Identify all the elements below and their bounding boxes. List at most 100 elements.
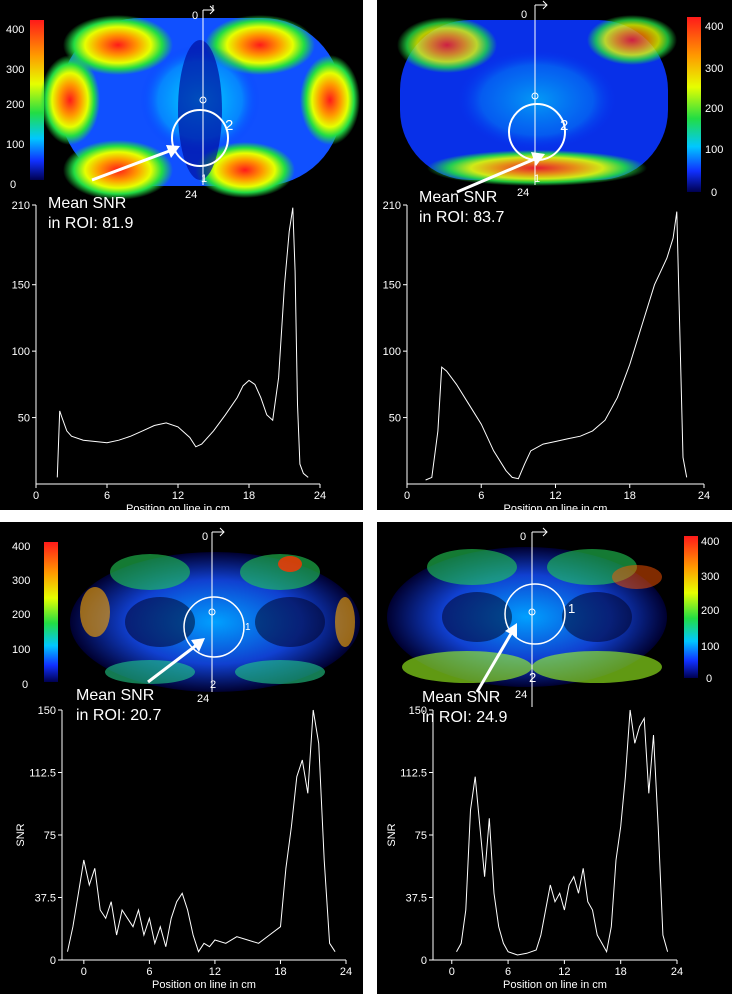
colorbar: [684, 536, 698, 678]
panel-top-left: 400 300 200 100 0 0 1 2 24 Mean SNR in R…: [0, 0, 363, 510]
x-tick-label: 24: [340, 966, 352, 978]
profile-start-label: 0: [520, 531, 526, 543]
x-tick-label: 6: [505, 966, 511, 978]
x-tick-label: 0: [33, 490, 39, 502]
profile-plot: 0 6 12 18 24 0 37.5 75 112.5 150 Position on line …: [15, 705, 352, 991]
annotation-line-1: Mean SNR: [422, 689, 500, 706]
arrow-head-icon: [191, 638, 205, 652]
y-tick-label: 150: [38, 705, 56, 717]
arrow-icon: [203, 5, 215, 15]
x-tick-label: 6: [146, 966, 152, 978]
colorbar-tick: 400: [701, 536, 719, 548]
x-tick-label: 24: [698, 490, 710, 502]
roi-marker-label: 2: [529, 670, 536, 685]
colorbar-tick: 400: [705, 21, 723, 33]
y-tick-label: 112.5: [400, 768, 427, 780]
x-tick-label: 0: [449, 966, 455, 978]
snr-profile-line: [56, 207, 309, 478]
y-tick-label: 100: [12, 346, 30, 358]
colorbar-tick: 0: [711, 187, 717, 199]
colorbar-tick: 100: [12, 644, 30, 656]
roi-circle: [183, 596, 245, 658]
y-tick-label: 150: [383, 280, 401, 292]
snr-map-chart: 400 300 200 100 0 0 1 2 24 Mean SNR in R…: [6, 5, 360, 510]
y-axis-label: SNR: [15, 823, 27, 846]
colorbar: [44, 542, 58, 682]
y-tick-label: 75: [44, 830, 56, 842]
arrow-head-icon: [166, 145, 180, 158]
x-axis-label: Position on line in cm: [504, 503, 608, 510]
annotation-arrow: [456, 156, 538, 194]
annotation-arrow: [91, 148, 173, 182]
x-tick-label: 0: [81, 966, 87, 978]
annotation-line-1: Mean SNR: [48, 195, 126, 212]
colorbar-tick: 300: [12, 575, 30, 587]
profile-end-label: 24: [197, 693, 209, 705]
colorbar-tick: 400: [6, 24, 24, 36]
profile-end-label: 24: [515, 689, 527, 701]
profile-marker-label: 1: [534, 173, 540, 185]
profile-marker-label: 1: [568, 601, 575, 616]
profile-plot: 0 6 12 18 24 50 100 150 210 Position on line in c…: [383, 200, 710, 510]
annotation-line-2: in ROI: 24.9: [422, 709, 507, 726]
roi-marker-label: 2: [560, 117, 568, 134]
profile-start-label: 0: [521, 9, 527, 21]
y-tick-label: 210: [383, 200, 401, 212]
roi-circle: [171, 109, 229, 167]
x-tick-label: 12: [549, 490, 561, 502]
colorbar-tick: 300: [6, 64, 24, 76]
annotation-line-2: in ROI: 81.9: [48, 215, 133, 232]
colorbar-tick: 400: [12, 541, 30, 553]
arrow-icon: [535, 0, 548, 10]
y-tick-label: 37.5: [35, 893, 56, 905]
y-tick-label: 50: [389, 413, 401, 425]
x-tick-label: 18: [243, 490, 255, 502]
y-tick-label: 37.5: [406, 893, 427, 905]
colorbar-tick: 0: [10, 179, 16, 191]
y-tick-label: 0: [421, 955, 427, 967]
snr-profile-line: [425, 211, 688, 481]
y-tick-label: 0: [50, 955, 56, 967]
x-tick-label: 18: [624, 490, 636, 502]
profile-start-label: 0: [192, 10, 198, 22]
x-tick-label: 18: [615, 966, 627, 978]
x-tick-label: 24: [671, 966, 683, 978]
colorbar-tick: 200: [705, 103, 723, 115]
annotation-line-2: in ROI: 20.7: [76, 707, 161, 724]
snr-profile-line: [67, 709, 336, 953]
profile-marker-label: 1: [201, 173, 207, 185]
colorbar: [30, 20, 44, 180]
y-tick-label: 100: [383, 346, 401, 358]
panel-bottom-right: 400 300 200 100 0 0 1 2 24 Mean SNR in R…: [377, 522, 732, 994]
x-tick-label: 12: [558, 966, 570, 978]
profile-midpoint: [528, 608, 536, 616]
colorbar-tick: 0: [706, 673, 712, 685]
profile-midpoint: [208, 608, 216, 616]
snr-map-image: [70, 552, 360, 692]
arrow-head-icon: [531, 152, 545, 166]
snr-map-chart: 400 300 200 100 0 0 1 2 24 Mean SNR in R…: [386, 527, 719, 991]
roi-marker-label: 2: [225, 117, 233, 134]
arrow-head-icon: [505, 623, 517, 637]
colorbar-tick: 300: [701, 571, 719, 583]
colorbar-tick: 0: [22, 679, 28, 691]
annotation-line-1: Mean SNR: [419, 189, 497, 206]
profile-start-label: 0: [202, 531, 208, 543]
profile-midpoint: [199, 96, 207, 104]
colorbar-tick: 300: [705, 63, 723, 75]
x-tick-label: 0: [404, 490, 410, 502]
arrow-icon: [532, 527, 548, 537]
colorbar-tick: 100: [6, 139, 24, 151]
x-tick-label: 6: [478, 490, 484, 502]
x-tick-label: 18: [274, 966, 286, 978]
colorbar-tick: 100: [705, 144, 723, 156]
y-tick-label: 150: [12, 280, 30, 292]
annotation-line-2: in ROI: 83.7: [419, 209, 504, 226]
x-axis-label: Position on line in cm: [503, 979, 607, 991]
colorbar-tick: 100: [701, 641, 719, 653]
snr-map-image: [40, 15, 360, 200]
arrow-icon: [212, 527, 225, 537]
annotation-line-1: Mean SNR: [76, 687, 154, 704]
colorbar: [687, 17, 701, 192]
roi-marker-label: 2: [210, 679, 216, 691]
